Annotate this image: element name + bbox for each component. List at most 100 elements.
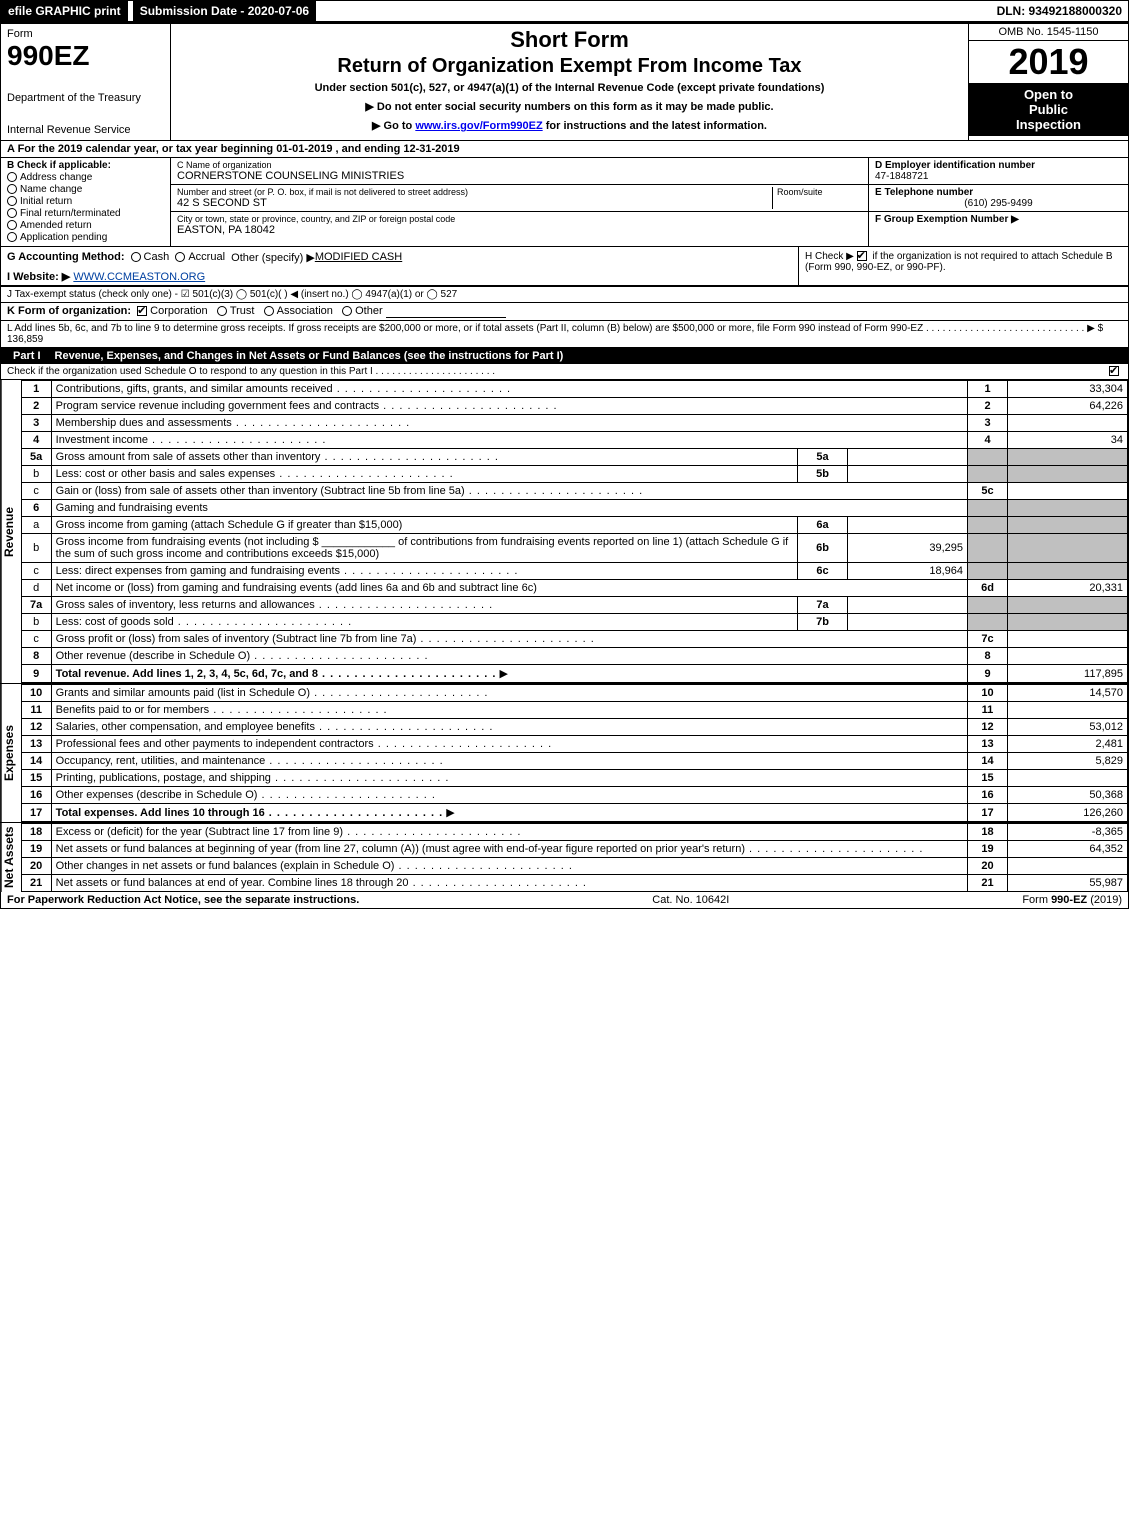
footer-left: For Paperwork Reduction Act Notice, see …	[7, 894, 359, 906]
header-mid: Short Form Return of Organization Exempt…	[171, 24, 968, 140]
row-2: 2Program service revenue including gover…	[21, 398, 1127, 415]
c-label: C Name of organization	[177, 160, 862, 170]
chk-name-change[interactable]: Name change	[7, 184, 164, 195]
num-7c: 7c	[968, 631, 1008, 648]
desc-7a: Gross sales of inventory, less returns a…	[56, 599, 494, 611]
num-16: 16	[968, 787, 1008, 804]
num-13: 13	[968, 736, 1008, 753]
num-2: 2	[968, 398, 1008, 415]
schedule-o-checkbox[interactable]	[1109, 366, 1119, 376]
l-text: L Add lines 5b, 6c, and 7b to line 9 to …	[7, 323, 1095, 334]
chk-address-change[interactable]: Address change	[7, 172, 164, 183]
chk-lab-0: Address change	[20, 172, 92, 183]
short-form-title: Short Form	[177, 27, 962, 53]
ln-7c: c	[21, 631, 51, 648]
k-other-chk[interactable]	[342, 306, 352, 316]
desc-21: Net assets or fund balances at end of ye…	[56, 877, 587, 889]
g-accrual-lab: Accrual	[188, 251, 225, 263]
ln-18: 18	[21, 824, 51, 841]
k-trust-chk[interactable]	[217, 306, 227, 316]
entity-mid: C Name of organization CORNERSTONE COUNS…	[171, 158, 868, 246]
row-7b: bLess: cost of goods sold7b	[21, 614, 1127, 631]
amt-4: 34	[1008, 432, 1128, 449]
amt-10: 14,570	[1008, 685, 1128, 702]
row-6c: cLess: direct expenses from gaming and f…	[21, 563, 1127, 580]
row-8: 8Other revenue (describe in Schedule O)8	[21, 648, 1127, 665]
row-15: 15 Printing, publications, postage, and s…	[21, 770, 1127, 787]
revenue-side-label: Revenue	[1, 380, 21, 683]
num-15: 15	[968, 770, 1008, 787]
netassets-side-label: Net Assets	[1, 823, 21, 892]
box-6a: 6a	[798, 517, 848, 534]
expenses-section: Expenses 10Grants and similar amounts pa…	[1, 684, 1128, 823]
expenses-side-label: Expenses	[1, 684, 21, 822]
g-other-lab: Other (specify) ▶	[231, 251, 315, 264]
ln-21: 21	[21, 875, 51, 892]
row-7a: 7aGross sales of inventory, less returns…	[21, 597, 1127, 614]
check-if-applicable: B Check if applicable: Address change Na…	[1, 158, 171, 246]
desc-7c: Gross profit or (loss) from sales of inv…	[56, 633, 595, 645]
k-assoc-chk[interactable]	[264, 306, 274, 316]
amt-20	[1008, 858, 1128, 875]
g-cash[interactable]: Cash	[131, 251, 170, 263]
irs-link[interactable]: www.irs.gov/Form990EZ	[415, 120, 542, 132]
desc-17: Total expenses. Add lines 10 through 16	[56, 807, 444, 819]
grey-6	[968, 500, 1008, 517]
desc-6: Gaming and fundraising events	[51, 500, 967, 517]
desc-15: Printing, publications, postage, and shi…	[56, 772, 450, 784]
ln-15: 15	[21, 770, 51, 787]
boxamt-6c: 18,964	[848, 563, 968, 580]
amt-5c	[1008, 483, 1128, 500]
k-corp: Corporation	[150, 305, 207, 317]
website-link[interactable]: WWW.CCMEASTON.ORG	[73, 271, 205, 283]
row-1: 1Contributions, gifts, grants, and simil…	[21, 381, 1127, 398]
arrow-9: ▶	[499, 668, 507, 680]
amt-17: 126,260	[1008, 804, 1128, 822]
chk-application-pending[interactable]: Application pending	[7, 232, 164, 243]
boxamt-7b	[848, 614, 968, 631]
k-corp-chk[interactable]	[137, 306, 147, 316]
row-6b: bGross income from fundraising events (n…	[21, 534, 1127, 563]
chk-lab-4: Amended return	[20, 220, 92, 231]
room-label: Room/suite	[777, 187, 862, 197]
row-3: 3Membership dues and assessments3	[21, 415, 1127, 432]
line-j: J Tax-exempt status (check only one) - ☑…	[1, 286, 1128, 302]
ln-5b: b	[21, 466, 51, 483]
form-header: Form 990EZ Department of the Treasury In…	[1, 24, 1128, 141]
row-5a: 5aGross amount from sale of assets other…	[21, 449, 1127, 466]
row-17: 17 Total expenses. Add lines 10 through 1…	[21, 804, 1127, 822]
boxamt-6a	[848, 517, 968, 534]
amt-11	[1008, 702, 1128, 719]
desc-8: Other revenue (describe in Schedule O)	[56, 650, 429, 662]
amt-3	[1008, 415, 1128, 432]
ln-5c: c	[21, 483, 51, 500]
i-label: I Website: ▶	[7, 271, 70, 283]
open-to-public: Open to Public Inspection	[969, 83, 1128, 136]
open-line-1: Open to	[971, 87, 1126, 102]
subtitle: Under section 501(c), 527, or 4947(a)(1)…	[177, 82, 962, 94]
chk-final-return[interactable]: Final return/terminated	[7, 208, 164, 219]
ln-1: 1	[21, 381, 51, 398]
boxamt-6b: 39,295	[848, 534, 968, 563]
return-title: Return of Organization Exempt From Incom…	[177, 55, 962, 78]
ln-13: 13	[21, 736, 51, 753]
row-6a: aGross income from gaming (attach Schedu…	[21, 517, 1127, 534]
grey-5b	[968, 466, 1008, 483]
efile-print-button[interactable]: efile GRAPHIC print	[1, 1, 128, 21]
num-21: 21	[968, 875, 1008, 892]
greyamt-6a	[1008, 517, 1128, 534]
f-label: F Group Exemption Number ▶	[875, 214, 1122, 225]
chk-initial-return[interactable]: Initial return	[7, 196, 164, 207]
num-14: 14	[968, 753, 1008, 770]
desc-4: Investment income	[56, 434, 327, 446]
revenue-table: 1Contributions, gifts, grants, and simil…	[21, 380, 1128, 683]
ln-6: 6	[21, 500, 51, 517]
h-checkbox[interactable]	[857, 251, 867, 261]
chk-amended-return[interactable]: Amended return	[7, 220, 164, 231]
header-left: Form 990EZ Department of the Treasury In…	[1, 24, 171, 140]
g-accrual[interactable]: Accrual	[175, 251, 225, 263]
num-3: 3	[968, 415, 1008, 432]
ln-17: 17	[21, 804, 51, 822]
revenue-section: Revenue 1Contributions, gifts, grants, a…	[1, 380, 1128, 684]
row-11: 11Benefits paid to or for members11	[21, 702, 1127, 719]
